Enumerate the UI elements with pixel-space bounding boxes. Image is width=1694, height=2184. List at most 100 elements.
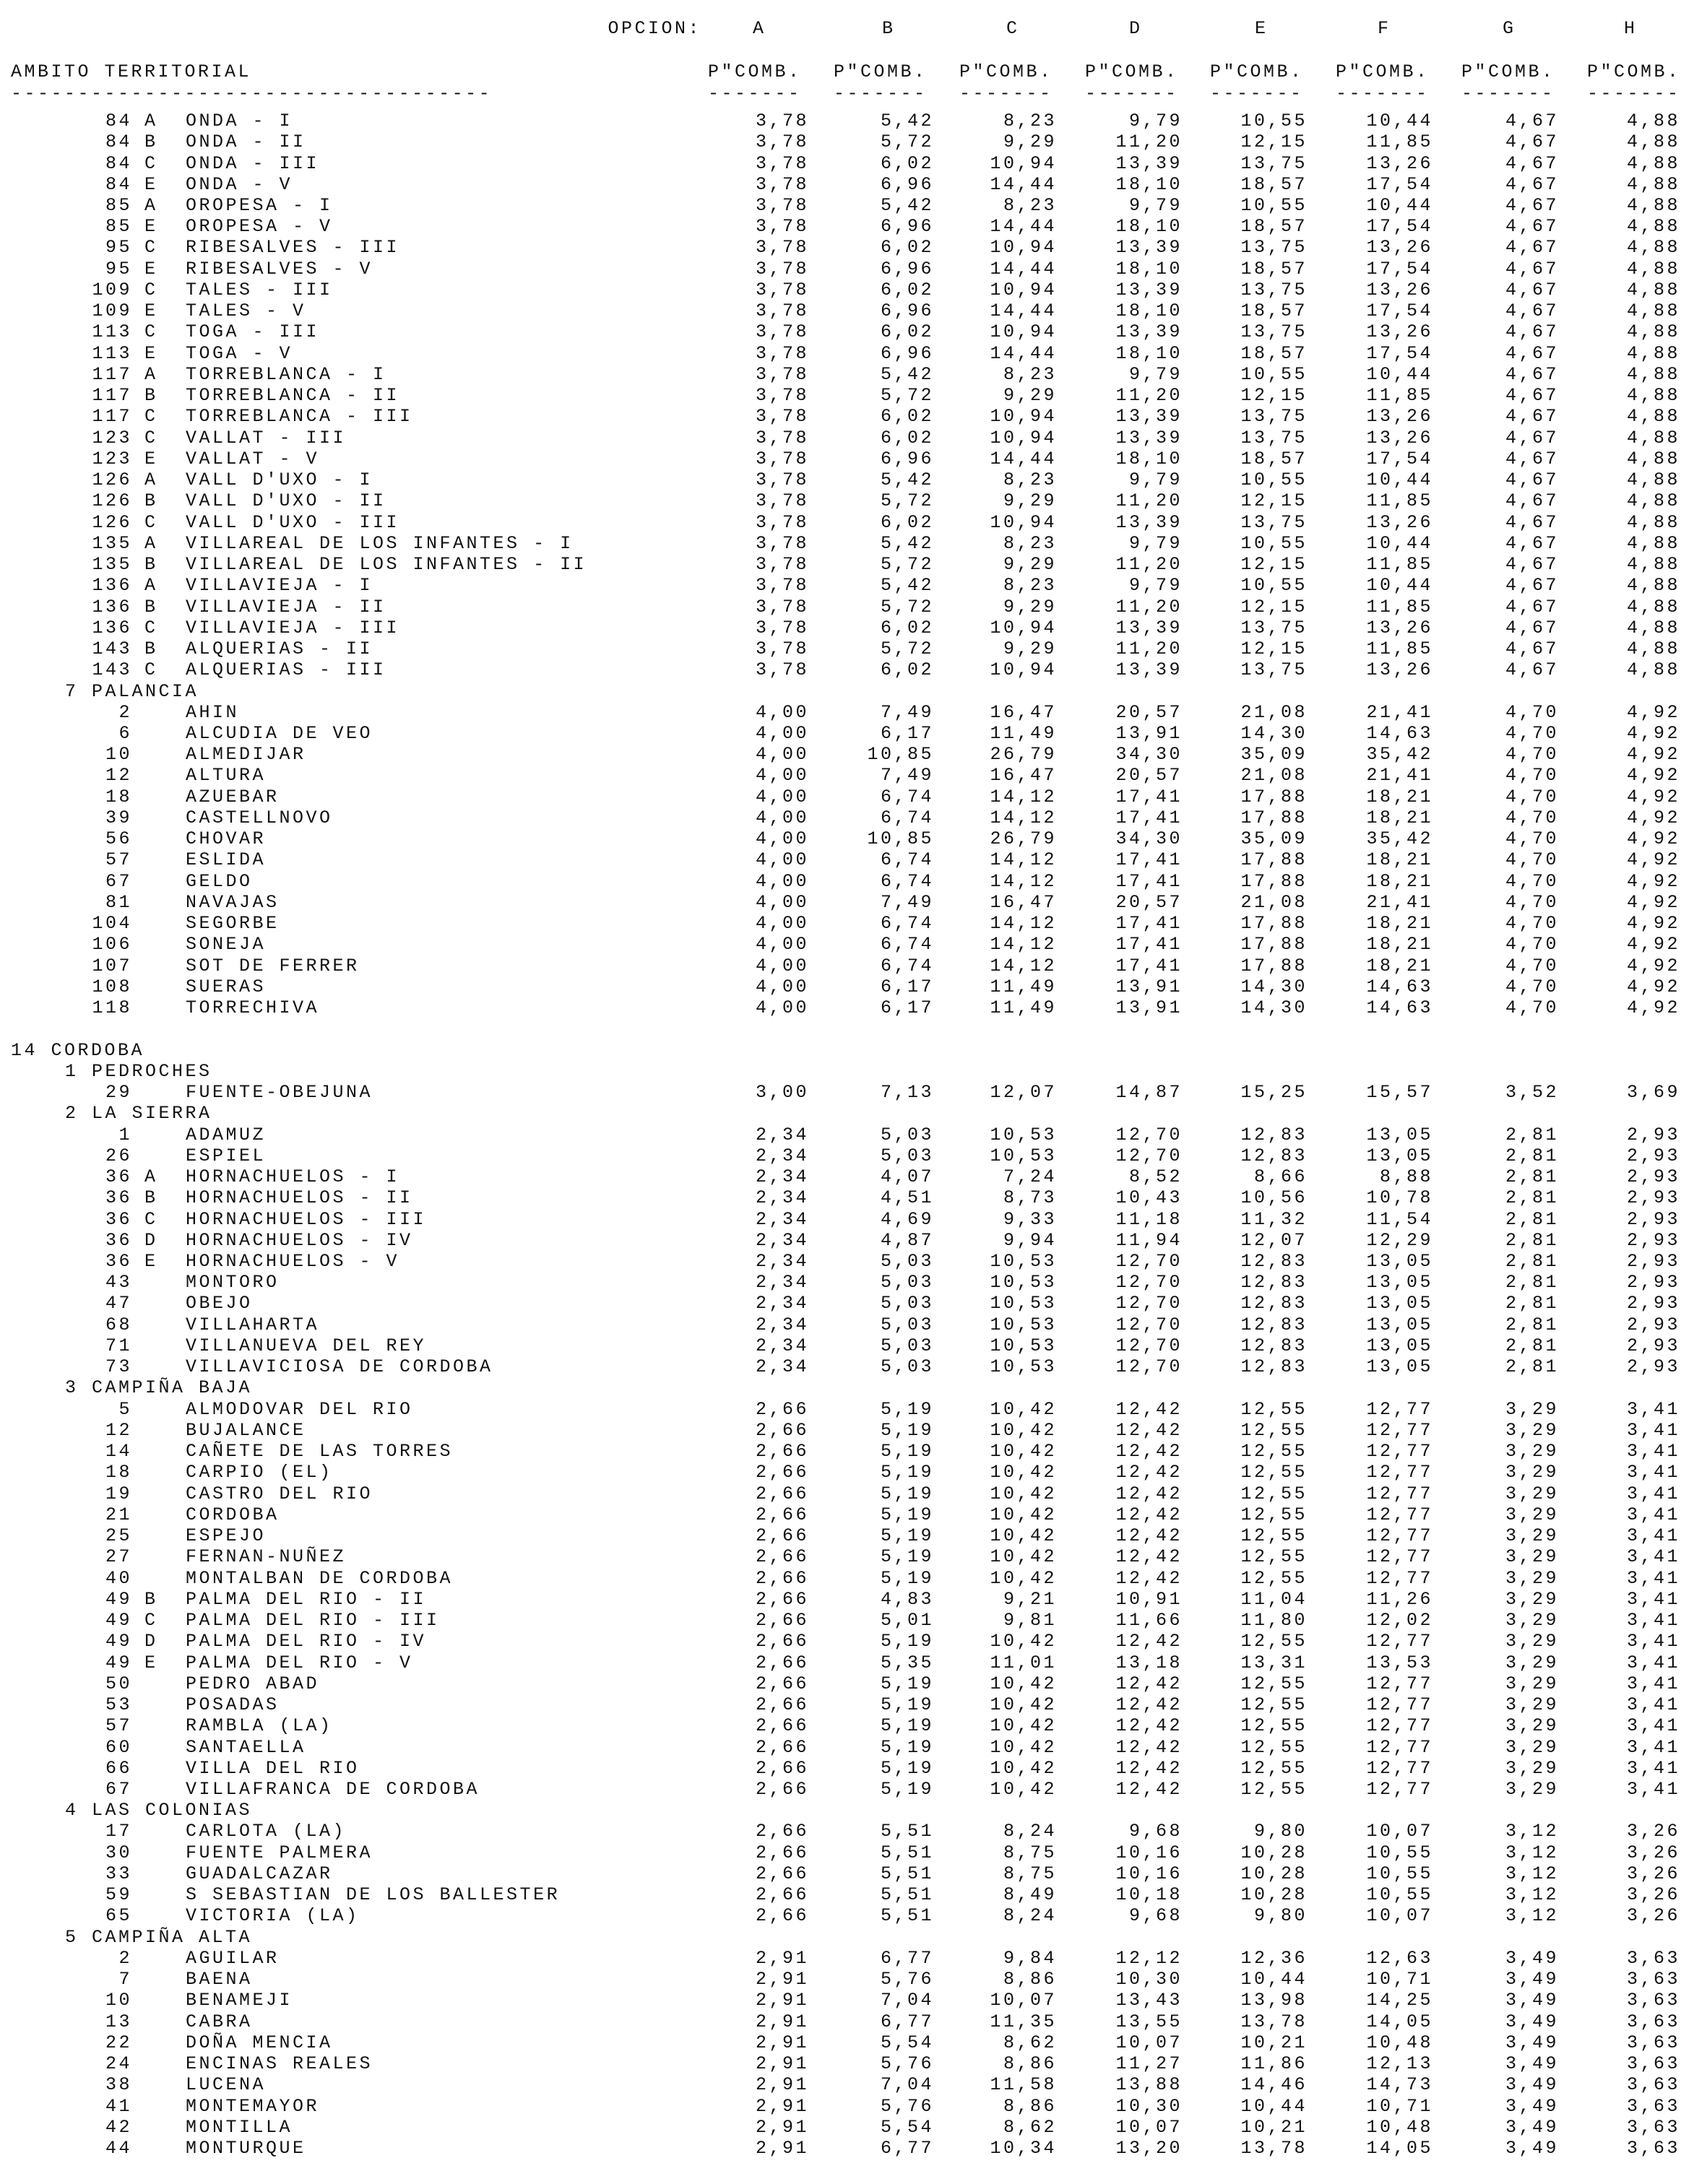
- value-h: 4,88: [1626, 469, 1680, 491]
- value-h: 4,92: [1626, 955, 1680, 976]
- value-c: 14,44: [990, 216, 1057, 238]
- value-d: 12,42: [1115, 1546, 1183, 1568]
- municipality-code: 36: [105, 1208, 132, 1230]
- value-c: 11,49: [990, 723, 1057, 744]
- value-c: 26,79: [990, 828, 1057, 850]
- value-d: 13,39: [1115, 427, 1183, 448]
- value-e: 12,07: [1240, 1229, 1308, 1251]
- value-a: 3,78: [755, 152, 809, 174]
- value-d: 12,42: [1115, 1694, 1183, 1715]
- value-c: 10,42: [990, 1757, 1057, 1779]
- value-a: 4,00: [755, 723, 809, 744]
- municipality-code: 135: [92, 554, 132, 575]
- value-c: 10,07: [990, 1990, 1057, 2011]
- value-f: 10,55: [1366, 1884, 1433, 1906]
- value-g: 2,81: [1505, 1187, 1559, 1209]
- value-f: 18,21: [1366, 955, 1433, 976]
- value-b: 5,54: [880, 2116, 934, 2138]
- value-c: 11,49: [990, 997, 1057, 1019]
- value-g: 4,70: [1505, 828, 1559, 850]
- value-d: 10,30: [1115, 2095, 1183, 2117]
- value-b: 5,19: [880, 1483, 934, 1504]
- municipality-name: TALES - III: [186, 279, 333, 300]
- municipality-name: AGUILAR: [186, 1947, 280, 1969]
- value-b: 6,02: [880, 511, 934, 533]
- value-a: 2,34: [755, 1272, 809, 1294]
- value-f: 17,54: [1366, 258, 1433, 280]
- value-c: 10,94: [990, 427, 1057, 448]
- value-h: 3,41: [1626, 1588, 1680, 1610]
- value-c: 10,42: [990, 1419, 1057, 1441]
- value-e: 10,28: [1240, 1863, 1308, 1884]
- municipality-name: OROPESA - V: [186, 216, 333, 238]
- value-h: 4,88: [1626, 490, 1680, 512]
- value-b: 6,77: [880, 1947, 934, 1969]
- value-f: 10,71: [1366, 2095, 1433, 2117]
- value-c: 10,94: [990, 511, 1057, 533]
- value-a: 3,00: [755, 1082, 809, 1103]
- value-f: 10,44: [1366, 363, 1433, 385]
- municipality-name: OBEJO: [186, 1293, 253, 1314]
- value-a: 2,91: [755, 2095, 809, 2117]
- zone-letter: C: [144, 1208, 158, 1230]
- value-a: 2,66: [755, 1419, 809, 1441]
- value-c: 10,53: [990, 1293, 1057, 1314]
- district-heading: 4 LAS COLONIAS: [65, 1800, 253, 1821]
- municipality-code: 12: [105, 1419, 132, 1441]
- value-g: 4,67: [1505, 659, 1559, 681]
- value-b: 6,96: [880, 342, 934, 364]
- value-e: 11,80: [1240, 1610, 1308, 1631]
- value-d: 12,42: [1115, 1715, 1183, 1737]
- zone-letter: A: [144, 363, 158, 385]
- value-a: 3,78: [755, 363, 809, 385]
- value-d: 13,91: [1115, 997, 1183, 1019]
- value-h: 2,93: [1626, 1314, 1680, 1335]
- value-b: 5,76: [880, 1969, 934, 1990]
- value-e: 12,55: [1240, 1525, 1308, 1547]
- value-e: 12,55: [1240, 1736, 1308, 1758]
- district-heading: 3 CAMPIÑA BAJA: [65, 1377, 253, 1399]
- district-heading: 7 PALANCIA: [65, 680, 199, 702]
- value-e: 14,30: [1240, 976, 1308, 997]
- value-f: 13,05: [1366, 1356, 1433, 1378]
- value-a: 2,34: [755, 1208, 809, 1230]
- value-g: 4,67: [1505, 300, 1559, 322]
- value-b: 6,74: [880, 955, 934, 976]
- value-h: 3,26: [1626, 1863, 1680, 1884]
- value-d: 12,70: [1115, 1335, 1183, 1356]
- zone-letter: B: [144, 1187, 158, 1209]
- value-h: 3,41: [1626, 1419, 1680, 1441]
- value-h: 3,63: [1626, 2095, 1680, 2117]
- value-f: 12,77: [1366, 1462, 1433, 1483]
- zone-letter: C: [144, 152, 158, 174]
- value-f: 21,41: [1366, 765, 1433, 786]
- value-c: 8,62: [1003, 2116, 1057, 2138]
- municipality-name: TALES - V: [186, 300, 306, 322]
- value-e: 10,21: [1240, 2032, 1308, 2053]
- value-d: 12,42: [1115, 1631, 1183, 1652]
- value-h: 4,88: [1626, 511, 1680, 533]
- value-g: 4,70: [1505, 765, 1559, 786]
- value-c: 8,49: [1003, 1884, 1057, 1906]
- value-g: 3,29: [1505, 1462, 1559, 1483]
- municipality-code: 143: [92, 659, 132, 681]
- municipality-name: POSADAS: [186, 1694, 280, 1715]
- value-b: 6,96: [880, 300, 934, 322]
- value-f: 12,63: [1366, 1947, 1433, 1969]
- option-header-a: A: [753, 18, 766, 39]
- value-g: 4,67: [1505, 617, 1559, 638]
- value-a: 4,00: [755, 955, 809, 976]
- value-e: 12,83: [1240, 1124, 1308, 1145]
- value-e: 12,55: [1240, 1419, 1308, 1441]
- value-e: 12,15: [1240, 385, 1308, 407]
- value-g: 4,67: [1505, 152, 1559, 174]
- value-a: 2,91: [755, 1990, 809, 2011]
- municipality-code: 44: [105, 2138, 132, 2159]
- value-d: 12,42: [1115, 1673, 1183, 1694]
- value-f: 12,77: [1366, 1673, 1433, 1694]
- column-header: P"COMB.: [1587, 61, 1681, 82]
- municipality-name: BAENA: [186, 1969, 253, 1990]
- value-f: 12,13: [1366, 2053, 1433, 2075]
- value-h: 4,88: [1626, 258, 1680, 280]
- value-d: 13,91: [1115, 723, 1183, 744]
